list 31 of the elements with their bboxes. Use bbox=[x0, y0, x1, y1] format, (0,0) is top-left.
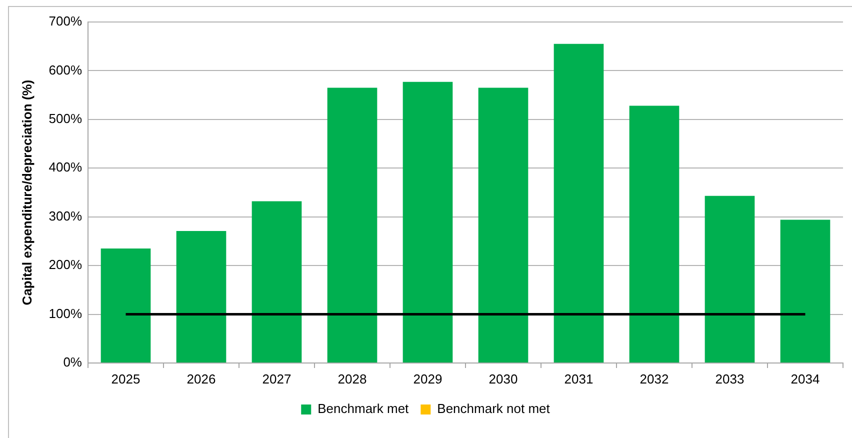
x-tick-label: 2028 bbox=[338, 371, 367, 386]
legend-label: Benchmark met bbox=[318, 401, 410, 416]
bar bbox=[327, 88, 378, 362]
y-axis-title: Capital expenditure/depreciation (%) bbox=[19, 80, 34, 306]
bar bbox=[478, 88, 528, 362]
x-tick-label: 2030 bbox=[488, 371, 518, 386]
y-tick-label: 600% bbox=[48, 62, 82, 78]
y-tick-label: 400% bbox=[48, 160, 82, 175]
bar bbox=[252, 201, 302, 362]
bar bbox=[629, 106, 680, 362]
bar bbox=[402, 82, 453, 362]
x-tick-label: 2031 bbox=[564, 371, 594, 386]
y-tick-label: 300% bbox=[48, 208, 82, 224]
y-tick-label: 200% bbox=[48, 257, 82, 272]
legend-label: Benchmark not met bbox=[437, 401, 550, 416]
y-tick-label: 700% bbox=[48, 14, 82, 29]
bar bbox=[780, 220, 830, 362]
x-tick-label: 2032 bbox=[640, 371, 669, 386]
x-tick-label: 2034 bbox=[790, 371, 820, 386]
y-tick-label: 100% bbox=[48, 306, 82, 321]
y-tick-label: 0% bbox=[63, 354, 82, 370]
x-tick-label: 2029 bbox=[413, 371, 442, 386]
bar bbox=[704, 196, 755, 362]
bar bbox=[554, 44, 604, 362]
x-tick-label: 2033 bbox=[715, 371, 744, 386]
bar bbox=[100, 248, 151, 362]
x-tick-label: 2026 bbox=[186, 371, 216, 386]
y-tick-label: 500% bbox=[48, 111, 82, 126]
bar bbox=[176, 230, 226, 362]
x-tick-label: 2027 bbox=[262, 371, 292, 386]
x-tick-label: 2025 bbox=[111, 371, 140, 386]
